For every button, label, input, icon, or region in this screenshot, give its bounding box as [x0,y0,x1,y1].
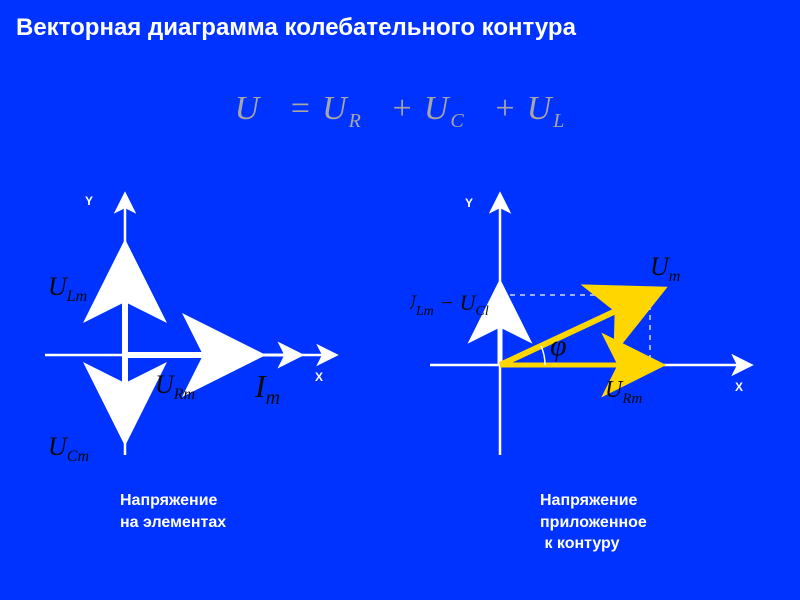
page-title: Векторная диаграмма колебательного конту… [16,14,784,42]
label-URm: URm [155,370,195,403]
y-axis-label: Y [85,194,93,208]
left-diagram-panel: Y X ULm UCm URm Im [30,175,400,535]
main-formula: U = UR + UC + UL [0,90,800,133]
label-ULm: ULm [48,272,87,305]
x-axis-label: X [315,370,323,384]
vector-Um [500,295,650,365]
formula-UR-sub: R [348,110,362,132]
left-caption: Напряжение на элементах [120,490,226,533]
formula-UR: U [322,90,348,127]
formula-plus1: + [390,90,414,127]
formula-UC: U [424,90,450,127]
left-diagram-svg: Y X ULm UCm URm Im [30,175,400,495]
x-axis-label: X [735,380,743,394]
label-Im: Im [254,368,280,409]
label-URm: URm [605,377,643,407]
formula-UL-sub: L [552,110,565,132]
label-Um: Um [650,252,680,285]
formula-plus2: + [493,90,517,127]
label-diff: ULm − UCl [410,290,489,319]
label-phi: φ [550,329,567,362]
label-UCm: UCm [48,432,89,465]
formula-U: U [235,90,261,127]
right-caption: Напряжение приложенное к контуру [540,490,647,555]
formula-eq: = [289,90,313,127]
phi-arc [541,346,545,365]
right-diagram-panel: Y X ULm − UCl Um URm φ [410,175,790,535]
right-diagram-svg: Y X ULm − UCl Um URm φ [410,175,790,495]
y-axis-label: Y [465,196,473,210]
formula-UC-sub: C [449,110,464,132]
formula-UL: U [527,90,553,127]
